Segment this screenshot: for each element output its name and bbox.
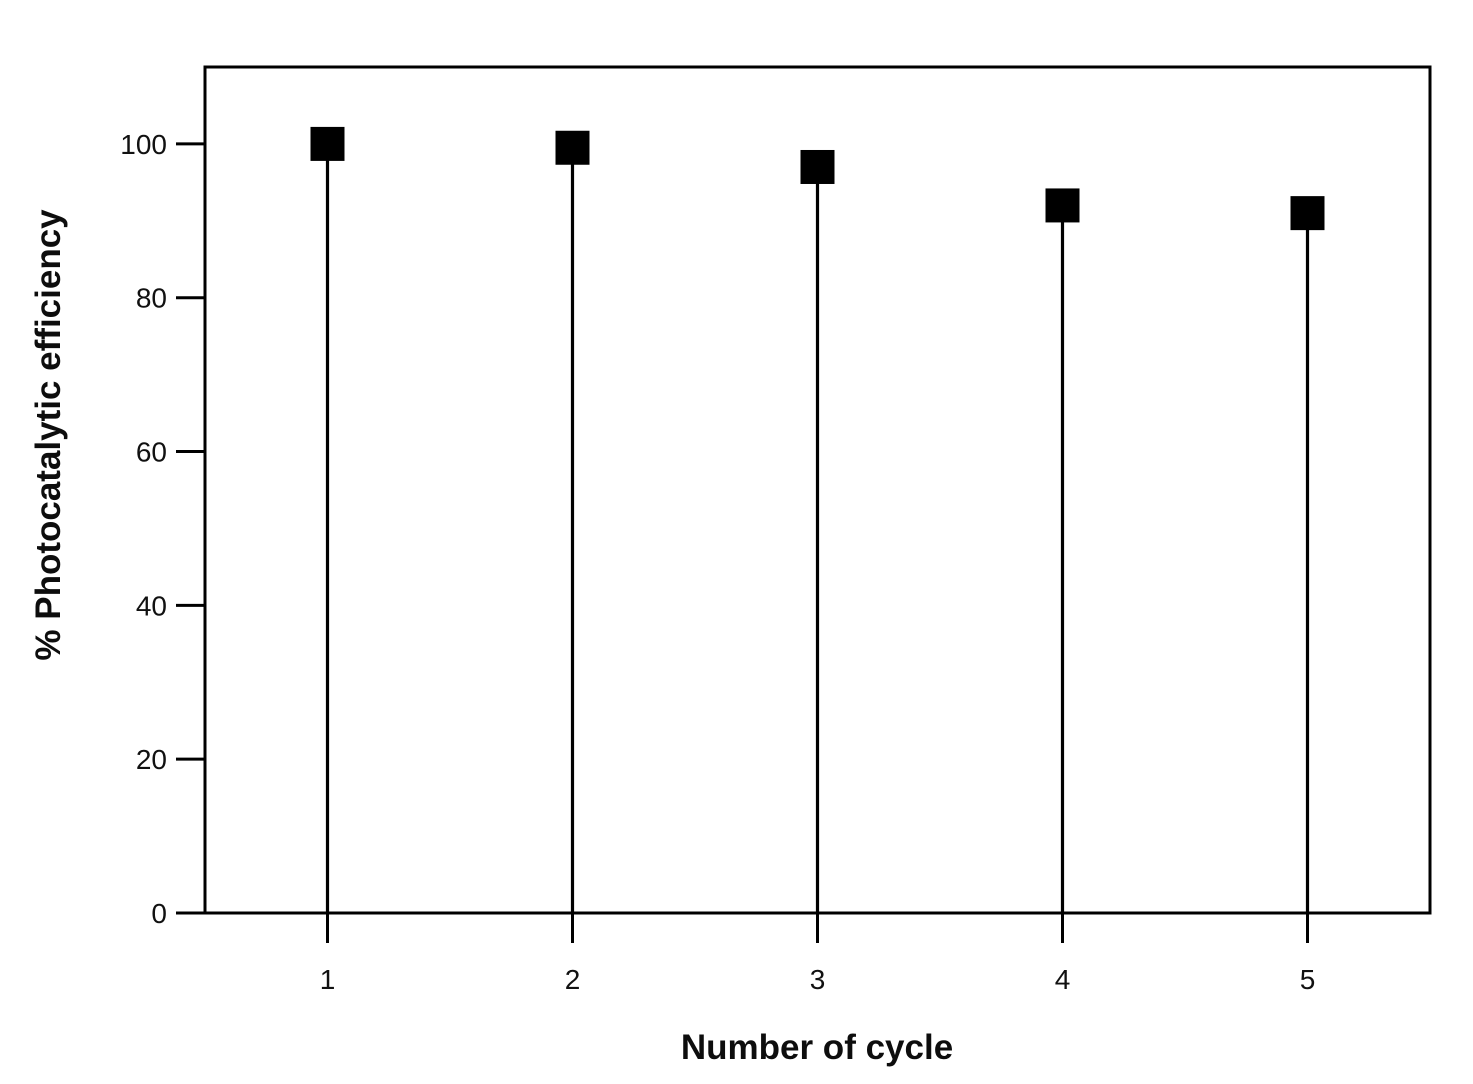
- stem-lines: [325, 143, 1310, 913]
- x-axis-title: Number of cycle: [681, 1028, 953, 1067]
- y-tick-label: 40: [136, 590, 167, 621]
- x-tick-label: 5: [1300, 964, 1316, 995]
- data-markers: [310, 126, 1325, 231]
- square-marker: [555, 130, 590, 165]
- y-tick-label: 60: [136, 437, 167, 468]
- y-tick-label: 100: [120, 129, 167, 160]
- y-axis-title: % Photocatalytic efficiency: [29, 209, 68, 661]
- x-tick-label: 3: [810, 964, 826, 995]
- square-marker: [310, 126, 345, 161]
- y-tick-label: 80: [136, 283, 167, 314]
- y-axis-ticks: 0 20 40 60 80 100: [120, 129, 205, 929]
- square-marker: [1045, 188, 1080, 223]
- square-marker: [800, 149, 835, 184]
- x-tick-label: 4: [1055, 964, 1071, 995]
- x-axis-ticks: 1 2 3 4 5: [320, 913, 1316, 995]
- square-marker: [1290, 196, 1325, 231]
- x-tick-label: 1: [320, 964, 336, 995]
- y-tick-label: 20: [136, 744, 167, 775]
- x-tick-label: 2: [565, 964, 581, 995]
- y-tick-label: 0: [151, 898, 167, 929]
